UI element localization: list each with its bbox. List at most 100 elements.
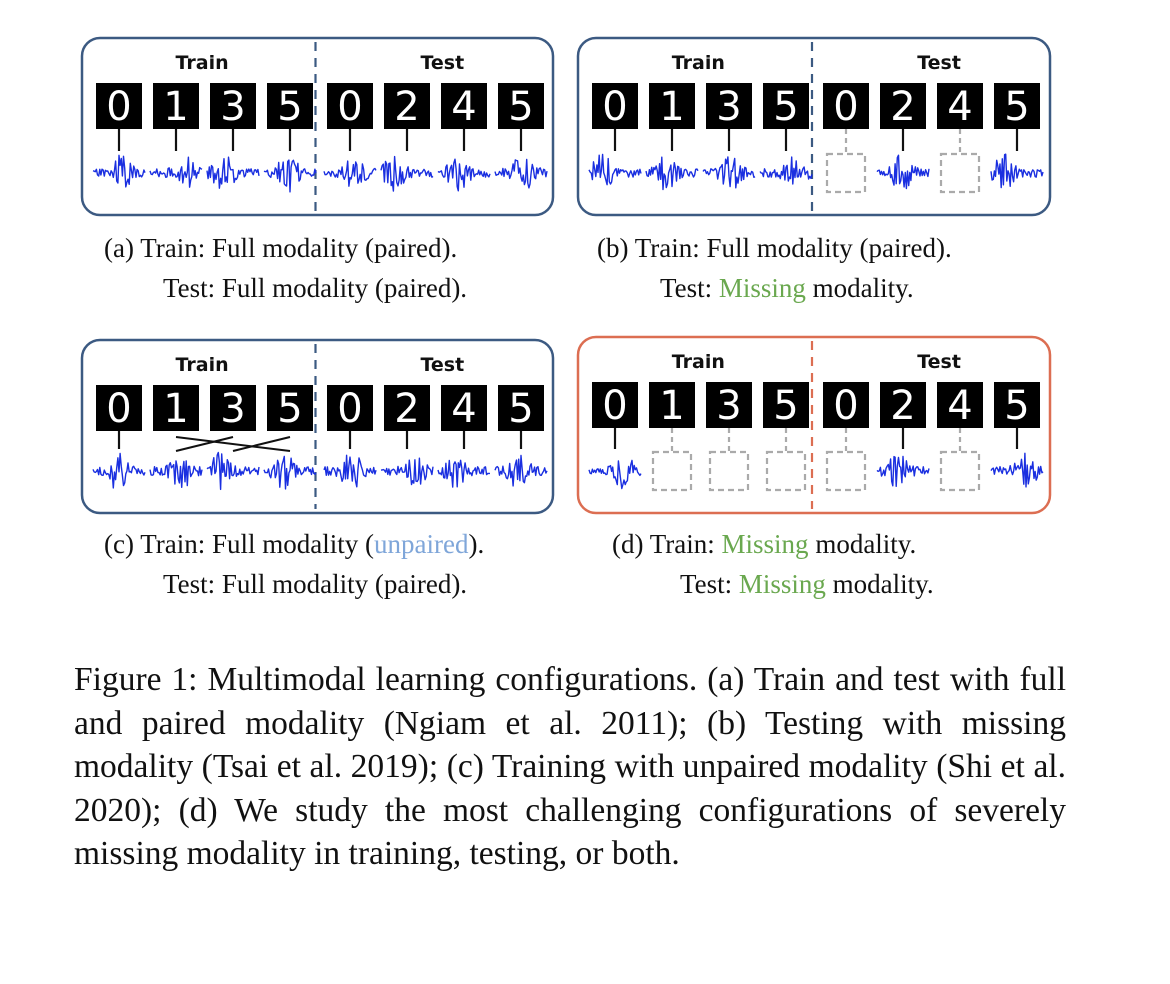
digit-tile <box>823 382 869 428</box>
digit-tile <box>327 385 373 431</box>
missing-highlight: Missing <box>738 569 826 599</box>
digit-tile <box>210 385 256 431</box>
test-label: Test <box>917 52 961 74</box>
audio-waveform <box>588 459 642 490</box>
audio-waveform <box>92 154 146 188</box>
digit-0: 0 <box>337 84 362 130</box>
digit-5: 5 <box>773 84 798 130</box>
audio-waveform <box>876 455 930 487</box>
missing-modality-box <box>939 450 981 492</box>
digit-2: 2 <box>394 84 419 130</box>
digit-tile <box>994 382 1040 428</box>
audio-waveform <box>263 455 317 490</box>
train-label: Train <box>176 354 229 376</box>
digit-0: 0 <box>602 383 627 429</box>
unpaired-link <box>232 436 291 452</box>
train-label: Train <box>672 351 725 373</box>
audio-waveform <box>759 156 813 185</box>
caption-c-line1: (c) Train: Full modality (unpaired). <box>104 529 485 559</box>
audio-waveform <box>263 159 317 193</box>
unpaired-highlight: unpaired <box>374 529 469 559</box>
digit-tile <box>96 385 142 431</box>
audio-waveform <box>990 153 1044 189</box>
audio-waveform <box>380 155 434 192</box>
digit-tile <box>384 83 430 129</box>
train-label: Train <box>672 52 725 74</box>
test-label: Test <box>917 351 961 373</box>
panel-border <box>576 36 1052 217</box>
digit-tile <box>937 83 983 129</box>
caption-a: (a) Train: Full modality (paired). Test:… <box>104 228 467 308</box>
audio-waveform <box>380 457 434 486</box>
digit-tile <box>592 83 638 129</box>
panel-border <box>576 335 1052 515</box>
digit-tile <box>210 83 256 129</box>
digit-0: 0 <box>602 84 627 130</box>
unpaired-link <box>175 436 234 452</box>
digit-tile <box>880 382 926 428</box>
digit-0: 0 <box>833 383 858 429</box>
digit-tile <box>327 83 373 129</box>
test-label: Test <box>420 52 464 74</box>
digit-5: 5 <box>508 84 533 130</box>
audio-waveform <box>437 459 490 488</box>
caption-b-line1: (b) Train: Full modality (paired). <box>597 233 952 263</box>
audio-waveform <box>645 156 699 191</box>
missing-modality-box <box>708 450 750 492</box>
audio-waveform <box>206 451 260 491</box>
test-label: Test <box>420 354 464 376</box>
caption-d-line2: Test: Missing modality. <box>680 569 934 599</box>
caption-b-line2: Test: Missing modality. <box>660 273 914 303</box>
digit-1: 1 <box>659 383 684 429</box>
digit-0: 0 <box>833 84 858 130</box>
digit-tile <box>267 83 313 129</box>
digit-1: 1 <box>163 386 188 432</box>
audio-waveform <box>206 156 260 189</box>
audio-waveform <box>149 156 203 188</box>
missing-modality-box <box>939 152 981 194</box>
figure-caption: Figure 1: Multimodal learning configurat… <box>74 661 1066 872</box>
digit-4: 4 <box>451 84 476 130</box>
digit-4: 4 <box>947 383 972 429</box>
digit-tile <box>153 83 199 129</box>
digit-5: 5 <box>1004 84 1029 130</box>
digit-tile <box>649 382 695 428</box>
digit-tile <box>763 83 809 129</box>
digit-0: 0 <box>337 386 362 432</box>
digit-tile <box>498 385 544 431</box>
digit-tile <box>441 385 487 431</box>
missing-highlight: Missing <box>721 529 809 559</box>
audio-waveform <box>990 452 1044 488</box>
missing-modality-box <box>765 450 807 492</box>
digit-5: 5 <box>277 84 302 130</box>
missing-modality-box <box>825 152 867 194</box>
panel-border <box>80 338 555 515</box>
caption-c-line2: Test: Full modality (paired). <box>163 569 468 599</box>
digit-tile <box>823 83 869 129</box>
digit-tile <box>763 382 809 428</box>
digit-5: 5 <box>1004 383 1029 429</box>
digit-tile <box>96 83 142 129</box>
audio-waveform <box>92 452 146 489</box>
caption-a-line2: Test: Full modality (paired). <box>163 273 468 303</box>
audio-waveform <box>323 454 377 488</box>
audio-waveform <box>149 460 203 488</box>
audio-waveform <box>876 154 930 190</box>
digit-1: 1 <box>659 84 684 130</box>
digit-2: 2 <box>890 383 915 429</box>
digit-tile <box>441 83 487 129</box>
digit-tile <box>498 83 544 129</box>
missing-modality-box <box>651 450 693 492</box>
digit-2: 2 <box>890 84 915 130</box>
caption-d-line1: (d) Train: Missing modality. <box>612 529 917 559</box>
digit-tile <box>153 385 199 431</box>
digit-tile <box>267 385 313 431</box>
digit-tile <box>592 382 638 428</box>
digit-tile <box>706 382 752 428</box>
audio-waveform <box>588 153 642 186</box>
audio-waveform <box>494 454 548 487</box>
digit-tile <box>880 83 926 129</box>
